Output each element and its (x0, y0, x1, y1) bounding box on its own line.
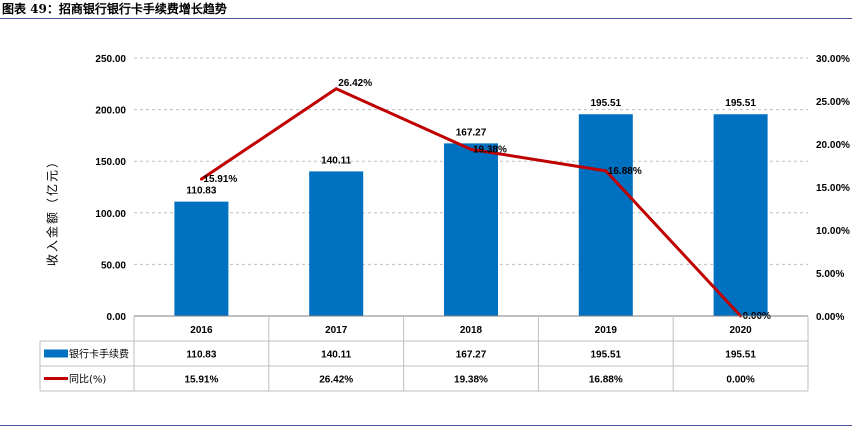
bar (578, 114, 633, 317)
bottom-rule (0, 425, 852, 426)
y-tick-label: 100.00 (95, 209, 126, 220)
table-cell: 16.88% (589, 375, 623, 386)
line-data-label: 16.88% (608, 166, 642, 177)
line-point (604, 169, 608, 173)
bar (713, 114, 768, 317)
line-data-label: 15.91% (203, 174, 237, 185)
y2-tick-label: 15.00% (816, 183, 850, 194)
y2-tick-label: 0.00% (816, 312, 844, 323)
table-cell: 26.42% (319, 375, 353, 386)
bar (444, 143, 498, 316)
y-tick-label: 0.00 (107, 312, 127, 323)
line-data-label: 26.42% (338, 78, 372, 89)
x-tick-label: 2018 (460, 325, 483, 336)
legend-label: 同比(%) (69, 374, 106, 386)
y-tick-label: 200.00 (95, 106, 126, 117)
y2-tick-label: 10.00% (816, 226, 850, 237)
legend-key-bar (44, 349, 68, 358)
x-tick-label: 2016 (190, 325, 213, 336)
y2-tick-label: 5.00% (816, 269, 844, 280)
x-tick-label: 2019 (595, 325, 618, 336)
bar-data-label: 110.83 (186, 186, 216, 197)
y-tick-label: 150.00 (95, 157, 126, 168)
bar-data-label: 195.51 (591, 98, 622, 109)
y-tick-label: 50.00 (101, 260, 126, 271)
table-cell: 110.83 (186, 350, 216, 361)
bar-data-label: 140.11 (321, 155, 351, 166)
line-data-label: 19.38% (473, 144, 507, 155)
x-tick-label: 2017 (325, 325, 348, 336)
table-cell: 0.00% (726, 375, 754, 386)
table-cell: 195.51 (725, 350, 756, 361)
y2-tick-label: 20.00% (816, 140, 850, 151)
title-underline (0, 18, 852, 19)
y-tick-label: 250.00 (95, 54, 126, 65)
table-cell: 167.27 (456, 350, 487, 361)
y2-tick-label: 25.00% (816, 97, 850, 108)
line-point (469, 147, 473, 151)
bar (174, 201, 229, 316)
bar (309, 171, 364, 316)
table-cell: 140.11 (321, 350, 351, 361)
bar-data-label: 167.27 (456, 127, 487, 138)
bar-data-label: 195.51 (725, 98, 756, 109)
legend-label: 银行卡手续费 (69, 348, 129, 361)
x-tick-label: 2020 (729, 325, 752, 336)
page-title: 图表 49：招商银行银行卡手续费增长趋势 (2, 2, 227, 16)
y2-tick-label: 30.00% (816, 54, 850, 65)
table-cell: 195.51 (591, 350, 622, 361)
table-cell: 19.38% (454, 375, 488, 386)
table-cell: 15.91% (184, 375, 218, 386)
line-point (199, 177, 203, 181)
line-point (334, 87, 338, 91)
